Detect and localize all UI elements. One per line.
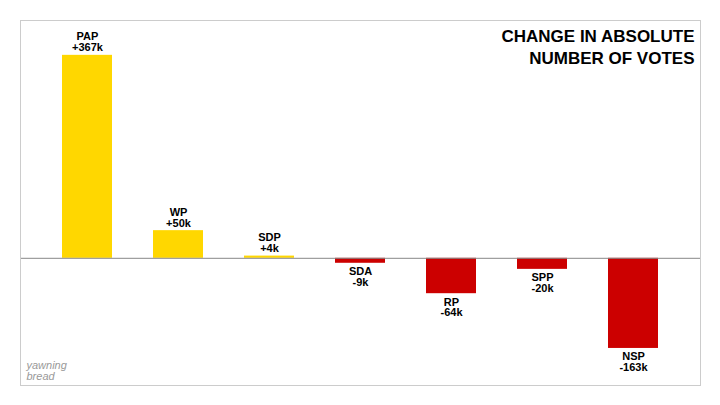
svg-text:yawningbread: yawningbread (26, 359, 68, 382)
svg-text:PAP+367k: PAP+367k (72, 30, 104, 53)
svg-text:WP+50k: WP+50k (166, 206, 192, 229)
svg-text:SPP-20k: SPP-20k (531, 271, 554, 294)
svg-text:RP-64k: RP-64k (440, 296, 463, 319)
svg-text:NSP-163k: NSP-163k (619, 350, 648, 373)
svg-text:SDA-9k: SDA-9k (349, 265, 372, 288)
svg-text:CHANGE IN ABSOLUTENUMBER OF VO: CHANGE IN ABSOLUTENUMBER OF VOTES (502, 27, 695, 68)
svg-text:SDP+4k: SDP+4k (258, 231, 281, 254)
